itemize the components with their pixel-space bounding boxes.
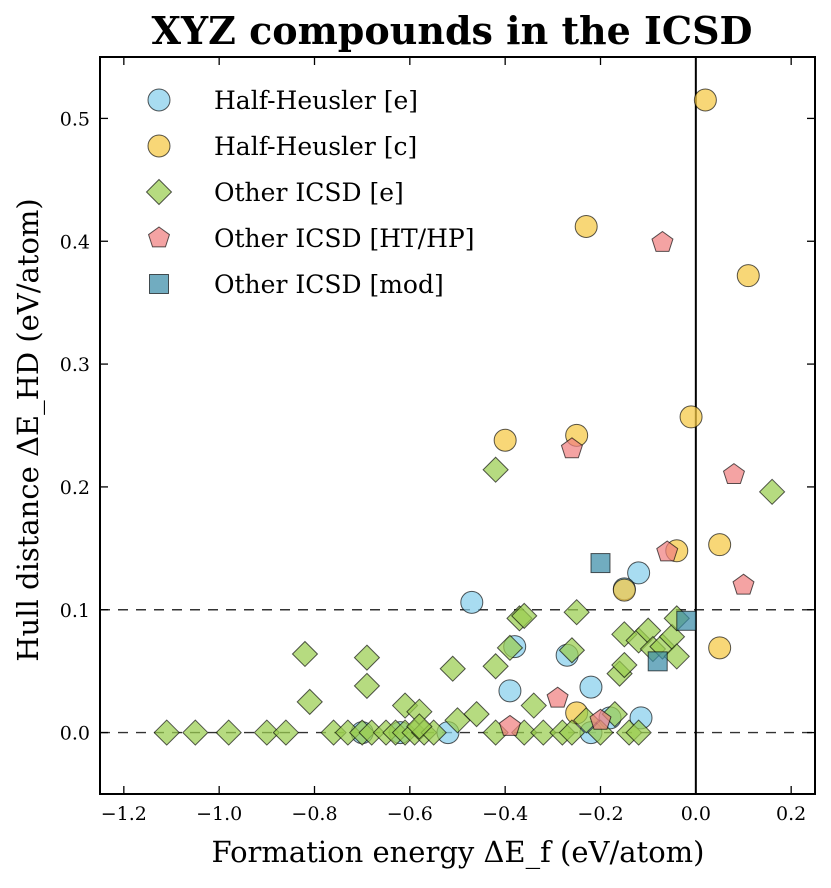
data-point bbox=[406, 713, 433, 740]
data-point bbox=[708, 636, 732, 660]
data-point bbox=[253, 719, 281, 746]
series-pentagon-3 bbox=[498, 230, 755, 736]
data-point bbox=[590, 553, 611, 574]
data-point bbox=[493, 428, 517, 452]
legend-marker bbox=[147, 134, 171, 158]
data-point bbox=[732, 573, 755, 595]
legend-marker bbox=[147, 226, 171, 248]
legend-label: Other ICSD [mod] bbox=[214, 270, 444, 299]
y-tick-label: 0.5 bbox=[60, 108, 90, 130]
data-point bbox=[563, 598, 590, 626]
series-diamond-2 bbox=[153, 456, 786, 746]
legend-label: Other ICSD [HT/HP] bbox=[214, 224, 475, 253]
y-tick-label: 0.0 bbox=[60, 723, 90, 745]
data-point bbox=[463, 700, 490, 728]
data-point bbox=[589, 708, 612, 730]
data-point bbox=[560, 437, 583, 459]
chart-title: XYZ compounds in the ICSD bbox=[152, 8, 753, 53]
data-point bbox=[679, 405, 703, 429]
legend-item: Half-Heusler [e] bbox=[147, 86, 418, 115]
data-point bbox=[272, 719, 300, 746]
data-point bbox=[693, 88, 717, 112]
x-tick-label: −0.6 bbox=[387, 803, 433, 825]
data-point bbox=[647, 651, 668, 672]
data-point bbox=[736, 264, 760, 288]
data-point bbox=[153, 719, 180, 746]
data-point bbox=[296, 688, 323, 716]
series-square-4 bbox=[590, 553, 697, 672]
y-tick-label: 0.1 bbox=[60, 600, 90, 622]
data-point bbox=[612, 578, 636, 602]
data-point bbox=[530, 719, 557, 746]
axis-ticks: −1.2 −1.0 −0.8 −0.6 −0.4 −0.2 0.0 0.2 0.0 0.1 0.2 0… bbox=[60, 57, 815, 825]
x-tick-label: −1.0 bbox=[196, 803, 242, 825]
data-point bbox=[663, 643, 690, 670]
data-point bbox=[676, 610, 697, 631]
data-point bbox=[182, 719, 209, 746]
data-point bbox=[579, 675, 603, 699]
y-tick-label: 0.4 bbox=[60, 231, 90, 253]
legend: Half-Heusler [e] Half-Heusler [c] Other IC… bbox=[145, 86, 475, 299]
y-axis-label: Hull distance ΔE_HD (eV/atom) bbox=[11, 198, 46, 661]
legend-item: Other ICSD [mod] bbox=[149, 270, 444, 299]
x-tick-label: −0.4 bbox=[482, 803, 528, 825]
data-point bbox=[558, 637, 586, 664]
data-point bbox=[611, 651, 638, 679]
data-point bbox=[708, 533, 732, 557]
x-tick-label: −0.8 bbox=[291, 803, 337, 825]
data-point bbox=[439, 655, 466, 682]
data-point bbox=[627, 561, 651, 585]
series-circle-1 bbox=[493, 88, 760, 725]
data-markers bbox=[153, 88, 786, 746]
data-point bbox=[558, 719, 586, 746]
data-point bbox=[546, 686, 569, 708]
data-point bbox=[496, 634, 524, 662]
reference-lines bbox=[100, 57, 815, 794]
x-tick-label: −0.2 bbox=[577, 803, 623, 825]
x-tick-label: −1.2 bbox=[101, 803, 147, 825]
plot-frame bbox=[99, 56, 816, 795]
data-point bbox=[520, 692, 547, 719]
data-point bbox=[656, 540, 679, 562]
legend-item: Other ICSD [HT/HP] bbox=[147, 224, 475, 253]
x-axis-label: Formation energy ΔE_f (eV/atom) bbox=[212, 835, 705, 870]
y-tick-label: 0.3 bbox=[60, 354, 90, 376]
data-point bbox=[651, 230, 674, 252]
data-point bbox=[625, 719, 652, 746]
data-point bbox=[482, 456, 509, 483]
legend-label: Other ICSD [e] bbox=[214, 178, 404, 207]
data-point bbox=[574, 215, 598, 239]
plot-area: −1.2 −1.0 −0.8 −0.6 −0.4 −0.2 0.0 0.2 0.0 0.1 0.2 0… bbox=[60, 56, 816, 825]
data-point bbox=[498, 679, 522, 703]
legend-item: Other ICSD [e] bbox=[145, 178, 404, 207]
legend-label: Half-Heusler [c] bbox=[214, 132, 417, 161]
data-point bbox=[511, 602, 538, 630]
y-tick-label: 0.2 bbox=[60, 477, 90, 499]
data-point bbox=[498, 714, 521, 736]
data-point bbox=[758, 478, 786, 506]
data-point bbox=[353, 672, 381, 700]
data-point bbox=[215, 719, 242, 746]
legend-marker bbox=[149, 274, 169, 294]
legend-marker bbox=[145, 178, 173, 206]
x-tick-label: 0.2 bbox=[776, 803, 806, 825]
data-point bbox=[722, 463, 746, 485]
data-point bbox=[353, 644, 381, 671]
data-point bbox=[291, 640, 319, 668]
x-tick-label: 0.0 bbox=[681, 803, 711, 825]
data-point bbox=[482, 653, 509, 680]
legend-item: Half-Heusler [c] bbox=[147, 132, 417, 161]
legend-marker bbox=[147, 88, 171, 112]
legend-label: Half-Heusler [e] bbox=[214, 86, 418, 115]
data-point bbox=[460, 590, 484, 614]
